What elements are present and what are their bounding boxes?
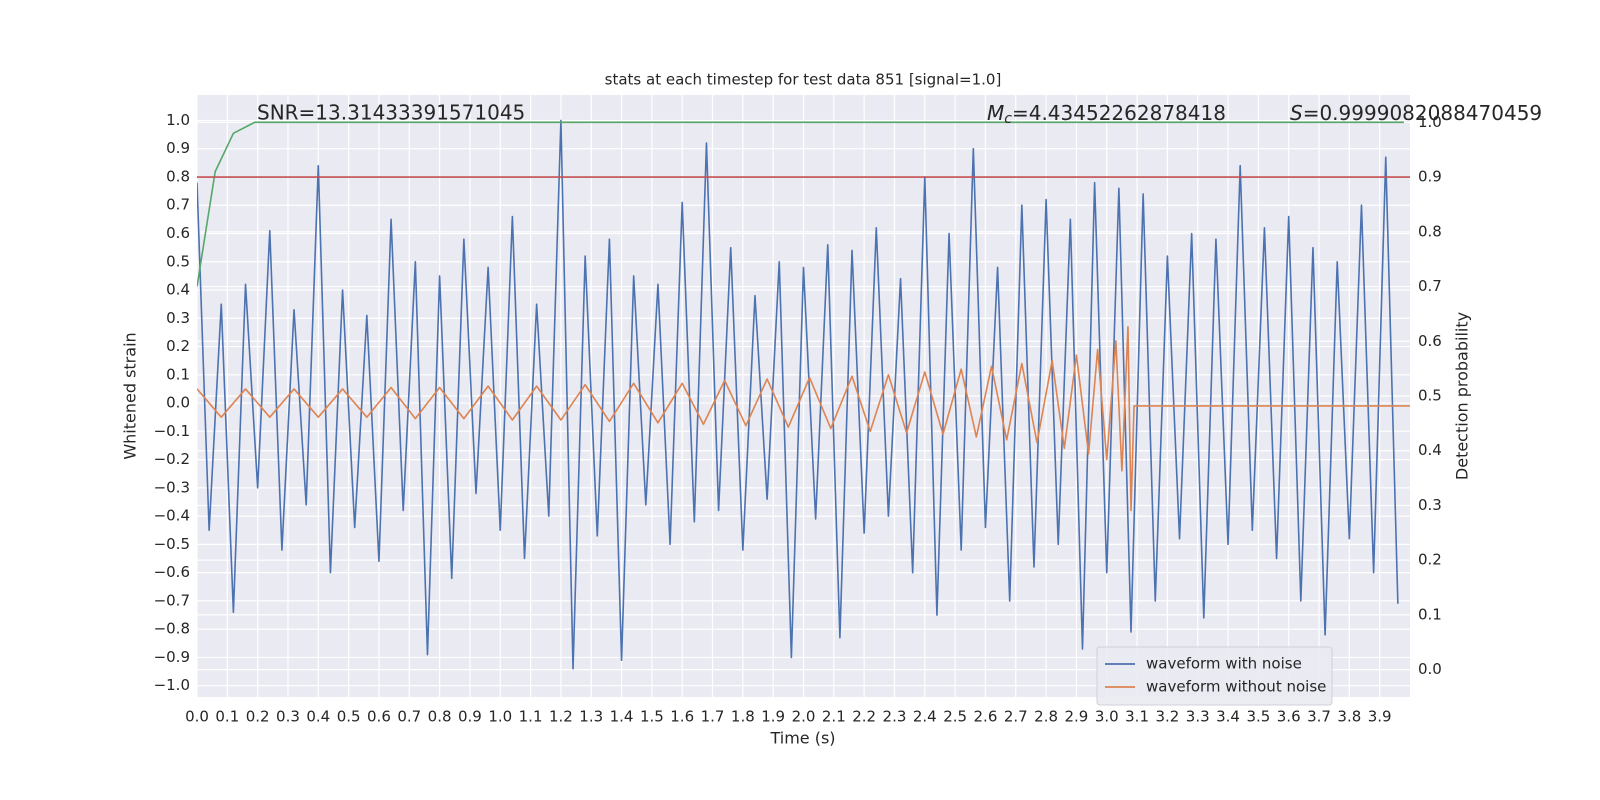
series-line — [197, 325, 1410, 512]
x-tick-label: 1.7 — [701, 708, 725, 726]
x-tick-label: 3.9 — [1368, 708, 1392, 726]
x-tick-label: 0.0 — [185, 708, 209, 726]
x-tick-label: 2.8 — [1034, 708, 1058, 726]
x-tick-label: 2.9 — [1064, 708, 1088, 726]
x-tick-label: 2.1 — [822, 708, 846, 726]
legend-box — [1096, 646, 1333, 706]
x-tick-label: 2.2 — [852, 708, 876, 726]
y-tick-label: −0.9 — [154, 648, 190, 666]
y2-axis-label: Detection probability — [1453, 312, 1472, 480]
y2-tick-label: 1.0 — [1418, 113, 1442, 131]
s-text: =0.9999082088470459 — [1303, 101, 1542, 125]
x-tick-label: 2.4 — [913, 708, 937, 726]
y2-tick-label: 0.0 — [1418, 660, 1442, 678]
y-tick-label: 0.8 — [166, 167, 190, 185]
x-tick-label: 3.5 — [1246, 708, 1270, 726]
x-tick-label: 3.2 — [1155, 708, 1179, 726]
x-tick-label: 1.3 — [579, 708, 603, 726]
y-tick-label: −0.1 — [154, 422, 190, 440]
x-tick-label: 0.4 — [306, 708, 330, 726]
s-symbol: S — [1290, 101, 1303, 125]
x-tick-label: 1.9 — [761, 708, 785, 726]
y-tick-label: −0.6 — [154, 563, 190, 581]
y-tick-label: 0.3 — [166, 309, 190, 327]
y-tick-label: −0.4 — [154, 507, 190, 525]
y2-tick-label: 0.2 — [1418, 551, 1442, 569]
y2-tick-label: 0.4 — [1418, 441, 1442, 459]
legend: waveform with noise waveform without nois… — [1096, 646, 1333, 706]
x-tick-label: 3.4 — [1216, 708, 1240, 726]
mc-annotation: Mc=4.43452262878418 — [987, 101, 1226, 128]
x-tick-label: 0.6 — [367, 708, 391, 726]
x-tick-label: 3.3 — [1186, 708, 1210, 726]
x-tick-label: 3.8 — [1337, 708, 1361, 726]
y-tick-label: 0.7 — [166, 196, 190, 214]
y-tick-label: 1.0 — [166, 111, 190, 129]
snr-annotation: SNR=13.31433391571045 — [257, 101, 525, 125]
y-tick-label: −1.0 — [154, 676, 190, 694]
x-tick-label: 3.0 — [1095, 708, 1119, 726]
x-tick-label: 1.1 — [519, 708, 543, 726]
x-tick-label: 0.2 — [246, 708, 270, 726]
y2-tick-label: 0.8 — [1418, 222, 1442, 240]
x-tick-label: 1.0 — [488, 708, 512, 726]
y2-tick-label: 0.9 — [1418, 168, 1442, 186]
mc-subscript: c — [1004, 111, 1012, 127]
y-tick-label: −0.3 — [154, 478, 190, 496]
y2-tick-label: 0.3 — [1418, 496, 1442, 514]
x-tick-label: 1.6 — [670, 708, 694, 726]
y-tick-label: 0.4 — [166, 281, 190, 299]
x-tick-label: 1.8 — [731, 708, 755, 726]
chart-title: stats at each timestep for test data 851… — [605, 71, 1002, 89]
grid — [196, 95, 1410, 697]
y2-tick-label: 0.6 — [1418, 332, 1442, 350]
x-tick-label: 2.7 — [1004, 708, 1028, 726]
x-tick-label: 2.5 — [943, 708, 967, 726]
y-tick-label: 0.2 — [166, 337, 190, 355]
x-tick-label: 0.8 — [428, 708, 452, 726]
x-tick-label: 1.5 — [640, 708, 664, 726]
x-tick-label: 1.2 — [549, 708, 573, 726]
x-tick-label: 2.6 — [974, 708, 998, 726]
x-axis-label: Time (s) — [769, 729, 835, 748]
x-tick-label: 2.0 — [792, 708, 816, 726]
y-tick-label: 0.6 — [166, 224, 190, 242]
mc-symbol: M — [987, 101, 1004, 125]
x-tick-label: 3.1 — [1125, 708, 1149, 726]
series-line — [197, 119, 1399, 670]
x-tick-label: 0.7 — [397, 708, 421, 726]
y2-tick-label: 0.1 — [1418, 605, 1442, 623]
y-tick-label: −0.5 — [154, 535, 190, 553]
y-tick-label: 0.5 — [166, 252, 190, 270]
y2-tick-label: 0.5 — [1418, 387, 1442, 405]
y-tick-label: −0.2 — [154, 450, 190, 468]
x-tick-label: 2.3 — [883, 708, 907, 726]
y-tick-label: −0.7 — [154, 591, 190, 609]
y-tick-label: 0.0 — [166, 394, 190, 412]
y2-tick-label: 0.7 — [1418, 277, 1442, 295]
legend-label: waveform with noise — [1146, 655, 1302, 673]
labels: 0.0 0.1 0.2 0.3 0.4 0.5 0.6 0.7 0.8 0.9 1.0 1.1 1.2 1… — [154, 111, 1442, 726]
y-tick-label: −0.8 — [154, 620, 190, 638]
lines — [197, 119, 1410, 670]
mc-text: =4.43452262878418 — [1012, 101, 1226, 125]
y-tick-label: 0.9 — [166, 139, 190, 157]
y-axis-label: Whitened strain — [121, 332, 140, 459]
x-tick-label: 0.3 — [276, 708, 300, 726]
x-tick-label: 0.5 — [337, 708, 361, 726]
series-line — [197, 121, 1404, 287]
legend-label: waveform without noise — [1146, 678, 1326, 696]
x-tick-label: 0.9 — [458, 708, 482, 726]
x-tick-label: 3.7 — [1307, 708, 1331, 726]
x-tick-label: 3.6 — [1277, 708, 1301, 726]
y-tick-label: 0.1 — [166, 365, 190, 383]
x-tick-label: 0.1 — [215, 708, 239, 726]
s-annotation: S=0.9999082088470459 — [1290, 101, 1542, 125]
x-tick-label: 1.4 — [610, 708, 634, 726]
